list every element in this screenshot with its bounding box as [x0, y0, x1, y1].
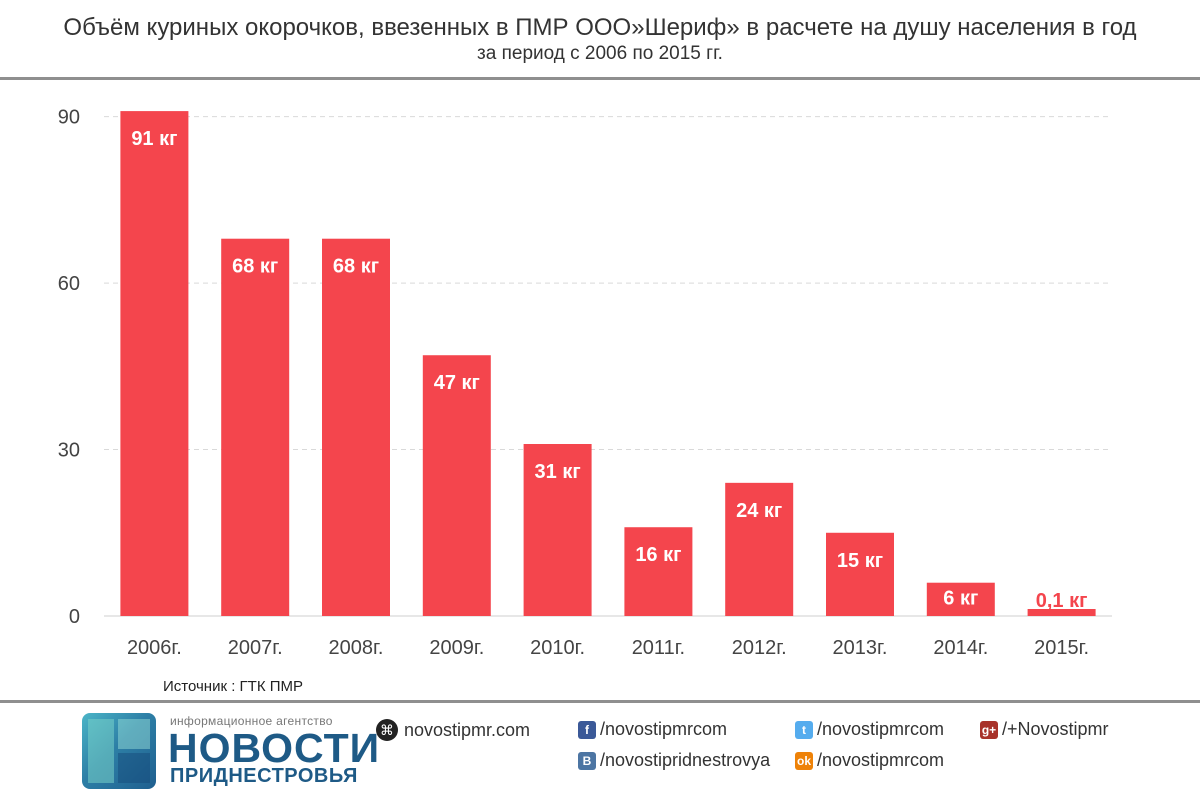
bar-value-label: 68 кг: [333, 256, 379, 278]
y-tick-label: 60: [58, 273, 80, 295]
bar: [926, 582, 995, 616]
vk-icon: B: [578, 751, 596, 770]
bar: [523, 444, 592, 616]
google-plus-icon: g+: [980, 720, 998, 739]
bar-value-label: 68 кг: [232, 256, 278, 278]
title-line-2: за период с 2006 по 2015 гг.: [477, 43, 723, 64]
x-tick-label: 2010г.: [530, 637, 585, 659]
site-link[interactable]: ⌘ novostipmr.com: [376, 719, 530, 741]
x-tick-label: 2013г.: [833, 637, 888, 659]
x-tick-label: 2011г.: [632, 637, 685, 659]
googleplus-link-text: /+Novostipmr: [1002, 719, 1109, 739]
bar: [826, 532, 894, 616]
chart-title: Объём куриных окорочков, ввезенных в ПМР…: [0, 14, 1200, 66]
x-tick-label: 2006г.: [127, 637, 182, 659]
odnoklassniki-link[interactable]: ok /novostipmrcom: [795, 750, 944, 771]
top-divider: [0, 77, 1200, 80]
vk-link-text: /novostipridnestrovya: [600, 750, 771, 770]
bar-value-label: 24 кг: [736, 500, 782, 522]
twitter-link[interactable]: t /novostipmrcom: [795, 719, 944, 740]
y-tick-label: 30: [58, 440, 80, 462]
x-tick-label: 2008г.: [329, 637, 384, 659]
twitter-icon: t: [795, 720, 813, 739]
x-tick-label: 2015г.: [1034, 637, 1089, 659]
bar: [725, 482, 794, 616]
bar-value-label: 31 кг: [535, 461, 581, 483]
odnoklassniki-link-text: /novostipmrcom: [817, 750, 945, 770]
bar: [322, 238, 390, 617]
bottom-divider: [0, 700, 1200, 703]
bar-value-label: 15 кг: [837, 550, 883, 572]
brand-name: НОВОСТИ: [168, 725, 381, 771]
bar-value-label: 16 кг: [635, 544, 681, 566]
bar: [120, 111, 189, 616]
twitter-link-text: /novostipmrcom: [817, 719, 945, 739]
site-link-text: novostipmr.com: [404, 719, 531, 740]
x-tick-label: 2007г.: [228, 637, 283, 659]
googleplus-link[interactable]: g+ /+Novostipmr: [980, 719, 1109, 740]
bar-value-label: 47 кг: [434, 372, 480, 394]
bar-value-label: 91 кг: [131, 128, 177, 150]
source-note: Источник : ГТК ПМР: [163, 678, 304, 695]
bar: [221, 238, 290, 617]
facebook-icon: f: [578, 720, 596, 739]
title-line-1: Объём куриных окорочков, ввезенных в ПМР…: [63, 14, 1137, 41]
x-tick-label: 2009г.: [429, 637, 484, 659]
brand-subtitle: ПРИДНЕСТРОВЬЯ: [170, 765, 358, 787]
bar: [624, 527, 693, 616]
bar: [1027, 609, 1096, 616]
facebook-link[interactable]: f /novostipmrcom: [578, 719, 727, 740]
x-tick-label: 2012г.: [732, 637, 787, 659]
bar-value-label: 0,1 кг: [1036, 590, 1088, 612]
bar-value-label: 6 кг: [943, 588, 978, 610]
news-logo-icon: [82, 713, 156, 789]
bar-chart: 0 30 60 90 91 кг 2006г. 68 кг 2007г. 68 кг 2008г.…: [58, 107, 1112, 659]
globe-icon: ⌘: [376, 719, 398, 741]
odnoklassniki-icon: ok: [795, 751, 813, 770]
brand-tagline: информационное агентство: [170, 714, 333, 728]
x-tick-label: 2014г.: [933, 637, 988, 659]
y-tick-label: 0: [69, 606, 80, 628]
facebook-link-text: /novostipmrcom: [600, 719, 728, 739]
y-tick-label: 90: [58, 107, 80, 129]
bar: [422, 355, 491, 616]
vk-link[interactable]: B /novostipridnestrovya: [578, 750, 770, 771]
